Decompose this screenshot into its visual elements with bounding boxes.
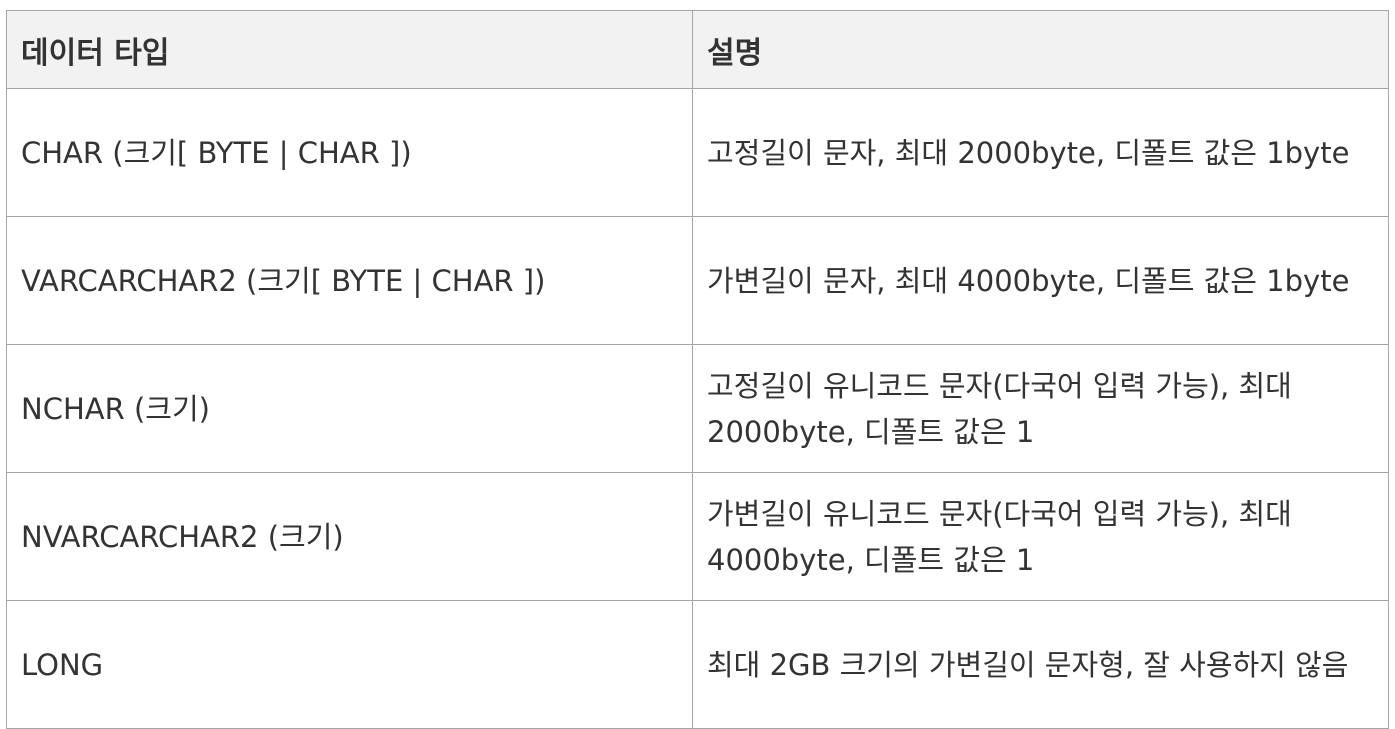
- cell-data-type: NCHAR (크기): [6, 344, 693, 473]
- cell-data-type: LONG: [6, 600, 693, 729]
- table-row: VARCARCHAR2 (크기[ BYTE | CHAR ]) 가변길이 문자,…: [6, 216, 1389, 345]
- cell-data-type: CHAR (크기[ BYTE | CHAR ]): [6, 88, 693, 217]
- table-row: LONG 최대 2GB 크기의 가변길이 문자형, 잘 사용하지 않음: [6, 600, 1389, 729]
- cell-description: 가변길이 문자, 최대 4000byte, 디폴트 값은 1byte: [692, 216, 1389, 345]
- header-description: 설명: [692, 10, 1389, 89]
- cell-data-type: VARCARCHAR2 (크기[ BYTE | CHAR ]): [6, 216, 693, 345]
- table-row: NVARCARCHAR2 (크기) 가변길이 유니코드 문자(다국어 입력 가능…: [6, 472, 1389, 601]
- header-data-type: 데이터 타입: [6, 10, 693, 89]
- table-body: CHAR (크기[ BYTE | CHAR ]) 고정길이 문자, 최대 200…: [6, 88, 1389, 729]
- data-type-table-container: 데이터 타입 설명 CHAR (크기[ BYTE | CHAR ]) 고정길이 …: [6, 10, 1389, 729]
- cell-description: 고정길이 문자, 최대 2000byte, 디폴트 값은 1byte: [692, 88, 1389, 217]
- cell-description: 가변길이 유니코드 문자(다국어 입력 가능), 최대 4000byte, 디폴…: [692, 472, 1389, 601]
- table-header: 데이터 타입 설명: [6, 10, 1389, 89]
- table-row: NCHAR (크기) 고정길이 유니코드 문자(다국어 입력 가능), 최대 2…: [6, 344, 1389, 473]
- cell-description: 고정길이 유니코드 문자(다국어 입력 가능), 최대 2000byte, 디폴…: [692, 344, 1389, 473]
- table-row: CHAR (크기[ BYTE | CHAR ]) 고정길이 문자, 최대 200…: [6, 88, 1389, 217]
- header-row: 데이터 타입 설명: [6, 10, 1389, 89]
- cell-data-type: NVARCARCHAR2 (크기): [6, 472, 693, 601]
- data-type-table: 데이터 타입 설명 CHAR (크기[ BYTE | CHAR ]) 고정길이 …: [6, 10, 1389, 729]
- cell-description: 최대 2GB 크기의 가변길이 문자형, 잘 사용하지 않음: [692, 600, 1389, 729]
